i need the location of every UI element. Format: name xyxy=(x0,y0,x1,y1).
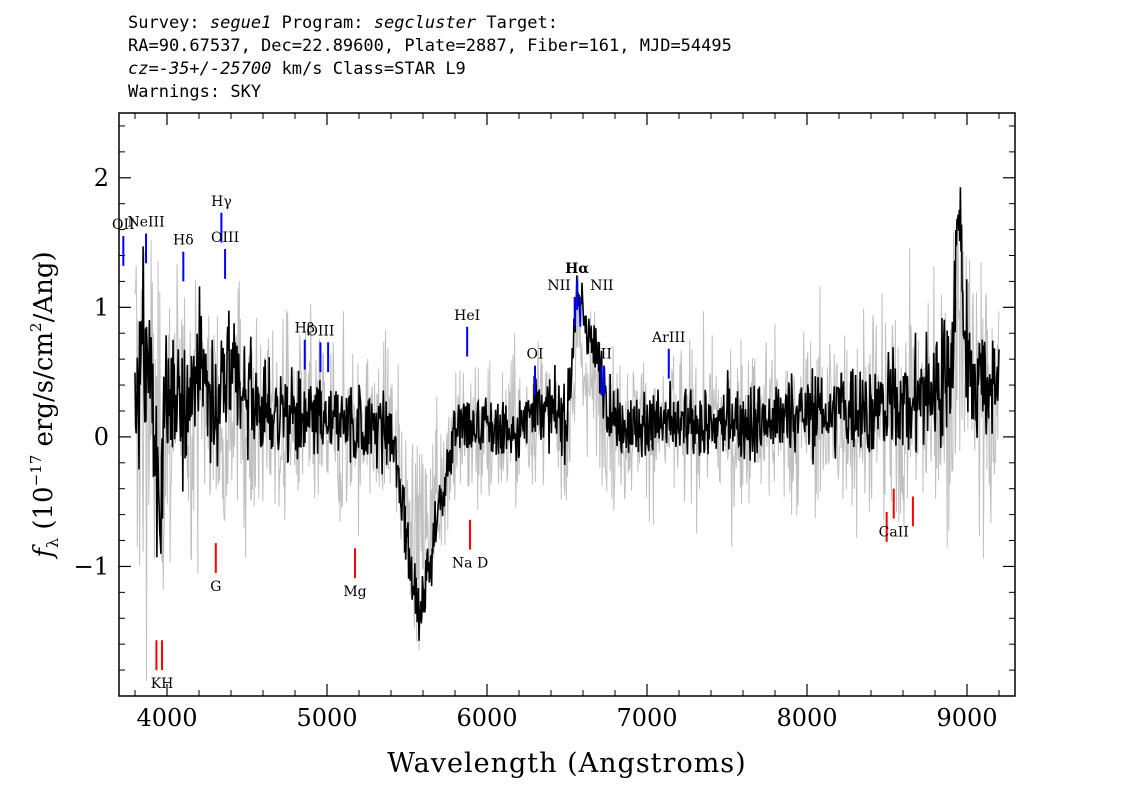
emission-line-label: OIII xyxy=(211,230,239,246)
plot-frame xyxy=(118,112,1016,697)
target-label: Target: xyxy=(486,13,558,33)
emission-line-label: NII xyxy=(590,278,613,294)
emission-line-label: OII xyxy=(112,217,135,233)
y-tick-label: 2 xyxy=(94,164,109,192)
emission-line-label: Hγ xyxy=(211,194,232,210)
x-tick-label: 9000 xyxy=(936,704,997,732)
cz-label: cz= xyxy=(128,59,159,79)
program-value: segcluster xyxy=(373,13,477,33)
y-tick-label: 0 xyxy=(94,423,109,451)
absorption-line-label: Mg xyxy=(343,584,366,600)
survey-value: segue1 xyxy=(209,13,272,33)
y-axis-label: fλ (10−17 erg/s/cm2/Ang) xyxy=(27,251,62,559)
x-tick-label: 7000 xyxy=(616,704,677,732)
error-series-line xyxy=(134,230,1000,681)
header-coordinates-line: RA=90.67537, Dec=22.89600, Plate=2887, F… xyxy=(128,36,732,56)
absorption-line-label: G xyxy=(210,579,221,595)
survey-label: Survey: xyxy=(128,13,200,33)
x-tick-label: 4000 xyxy=(136,704,197,732)
header-survey-line: Survey: segue1 Program: segcluster Targe… xyxy=(128,12,558,34)
absorption-line-label: Na D xyxy=(452,556,488,572)
emission-line-label: NII xyxy=(547,278,570,294)
absorption-line-label: CaII xyxy=(879,525,909,541)
emission-line-label: Hδ xyxy=(173,233,194,249)
emission-line-label: SII xyxy=(591,347,612,363)
cz-unit-class: km/s Class=STAR L9 xyxy=(281,59,466,79)
emission-line-label: OIII xyxy=(306,323,334,339)
absorption-line-label: KH xyxy=(151,676,174,692)
emission-line-label: OI xyxy=(526,347,543,363)
x-tick-label: 6000 xyxy=(456,704,517,732)
emission-line-label: Hα xyxy=(565,261,589,277)
header-redshift-line: cz=-35+/-25700 km/s Class=STAR L9 xyxy=(128,58,466,80)
emission-line-label: NeIII xyxy=(127,214,164,230)
emission-line-label: Hβ xyxy=(295,321,315,337)
cz-value: -35+/-25700 xyxy=(158,59,272,79)
x-axis-label: Wavelength (Angstroms) xyxy=(387,748,746,779)
flux-series-line xyxy=(134,187,1000,641)
x-tick-label: 5000 xyxy=(296,704,357,732)
emission-line-label: ArIII xyxy=(651,330,685,346)
x-tick-label: 8000 xyxy=(776,704,837,732)
header-warnings-line: Warnings: SKY xyxy=(128,82,262,102)
y-tick-label: 1 xyxy=(94,293,109,321)
program-label: Program: xyxy=(281,13,364,33)
y-tick-label: −1 xyxy=(74,552,109,580)
emission-line-label: HeI xyxy=(454,308,480,324)
